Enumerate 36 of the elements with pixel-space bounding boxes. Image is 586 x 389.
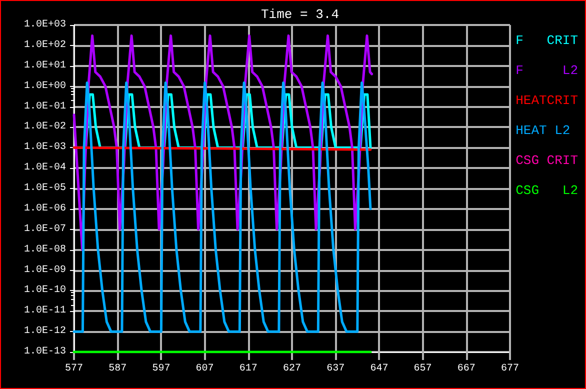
y-tick-label: 1.0E-13	[24, 346, 66, 358]
y-tick-label: 1.0E-04	[24, 162, 66, 174]
x-tick-label: 657	[414, 364, 432, 374]
x-tick-label: 627	[282, 364, 302, 374]
text: F CRIT	[516, 33, 578, 48]
y-tick-label: 1.0E-11	[24, 306, 66, 317]
y-tick-label: 1.0E-05	[24, 183, 66, 194]
x-tick-label: 577	[64, 364, 84, 374]
text: HEAT L2	[516, 123, 570, 138]
y-tick-label: 1.0E-02	[24, 122, 66, 133]
y-tick-label: 1.0E+01	[24, 60, 66, 72]
text: HEATCRIT	[516, 93, 578, 108]
x-tick-label: 647	[370, 364, 388, 374]
y-tick-label: 1.0E-06	[24, 203, 66, 214]
y-tick-label: 1.0E-10	[24, 285, 66, 296]
y-tick-label: 1.0E+00	[24, 80, 66, 92]
x-tick-label: 607	[196, 364, 214, 374]
x-tick-label: 637	[326, 364, 345, 374]
text: CSG L2	[516, 183, 578, 198]
x-tick-label: 677	[500, 364, 520, 374]
y-tick-label: 1.0E-09	[24, 264, 66, 276]
y-tick-label: 1.0E-03	[24, 142, 66, 154]
x-tick-label: 667	[457, 364, 476, 374]
x-tick-label: 587	[108, 364, 127, 374]
chart-title: Time = 3.4	[261, 7, 340, 22]
y-tick-label: 1.0E+03	[24, 20, 66, 30]
text: F L2	[516, 63, 578, 78]
y-tick-label: 1.0E-01	[24, 101, 66, 112]
line-series	[72, 81, 372, 333]
y-tick-label: 1.0E+02	[24, 40, 66, 51]
y-tick-label: 1.0E-07	[24, 224, 66, 235]
y-tick-label: 1.0E-08	[24, 244, 66, 256]
x-tick-label: 597	[152, 364, 170, 374]
x-tick-label: 617	[239, 364, 258, 374]
y-tick-label: 1.0E-12	[24, 326, 66, 338]
legend-label: CSG CRIT	[516, 153, 578, 168]
